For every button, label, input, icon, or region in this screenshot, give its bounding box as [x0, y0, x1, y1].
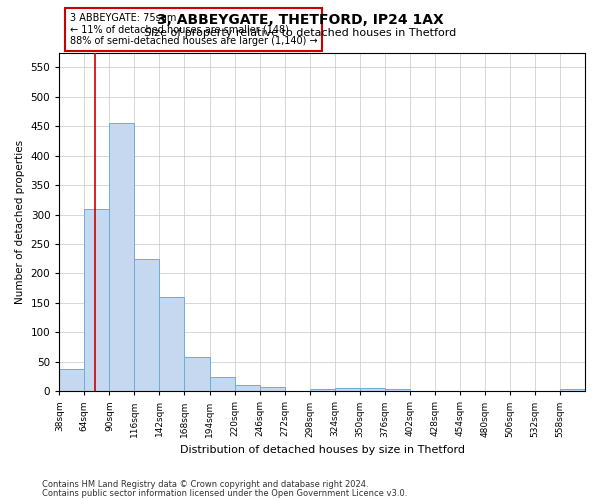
Bar — [59, 369, 85, 392]
Text: 3 ABBEYGATE: 75sqm
← 11% of detached houses are smaller (148)
88% of semi-detach: 3 ABBEYGATE: 75sqm ← 11% of detached hou… — [70, 12, 317, 46]
Text: Size of property relative to detached houses in Thetford: Size of property relative to detached ho… — [144, 28, 456, 38]
Bar — [335, 388, 360, 392]
Text: 3, ABBEYGATE, THETFORD, IP24 1AX: 3, ABBEYGATE, THETFORD, IP24 1AX — [157, 12, 443, 26]
Text: Contains HM Land Registry data © Crown copyright and database right 2024.: Contains HM Land Registry data © Crown c… — [42, 480, 368, 489]
Bar — [360, 388, 385, 392]
Bar — [209, 376, 235, 392]
Y-axis label: Number of detached properties: Number of detached properties — [15, 140, 25, 304]
Bar — [134, 258, 160, 392]
Bar — [260, 386, 284, 392]
Bar — [560, 389, 585, 392]
Bar — [160, 297, 184, 392]
Bar — [385, 390, 410, 392]
X-axis label: Distribution of detached houses by size in Thetford: Distribution of detached houses by size … — [179, 445, 464, 455]
Bar — [85, 208, 109, 392]
Bar — [184, 357, 209, 392]
Bar — [310, 390, 335, 392]
Bar — [235, 386, 260, 392]
Text: Contains public sector information licensed under the Open Government Licence v3: Contains public sector information licen… — [42, 488, 407, 498]
Bar — [109, 123, 134, 392]
